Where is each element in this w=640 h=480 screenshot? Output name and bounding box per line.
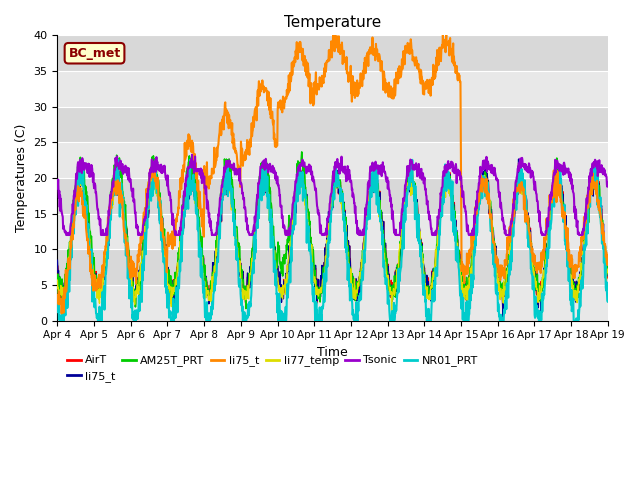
Bar [58,71,608,107]
Bar [58,285,608,321]
Text: BC_met: BC_met [68,47,121,60]
Y-axis label: Temperatures (C): Temperatures (C) [15,124,28,232]
Bar [58,214,608,249]
Bar [58,249,608,285]
Title: Temperature: Temperature [284,15,381,30]
X-axis label: Time: Time [317,346,348,359]
Bar [58,36,608,71]
Bar [58,142,608,178]
Bar [58,107,608,142]
Legend: AirT, li75_t, AM25T_PRT, li75_t, li77_temp, Tsonic, NR01_PRT: AirT, li75_t, AM25T_PRT, li75_t, li77_te… [63,351,482,386]
Bar [58,178,608,214]
